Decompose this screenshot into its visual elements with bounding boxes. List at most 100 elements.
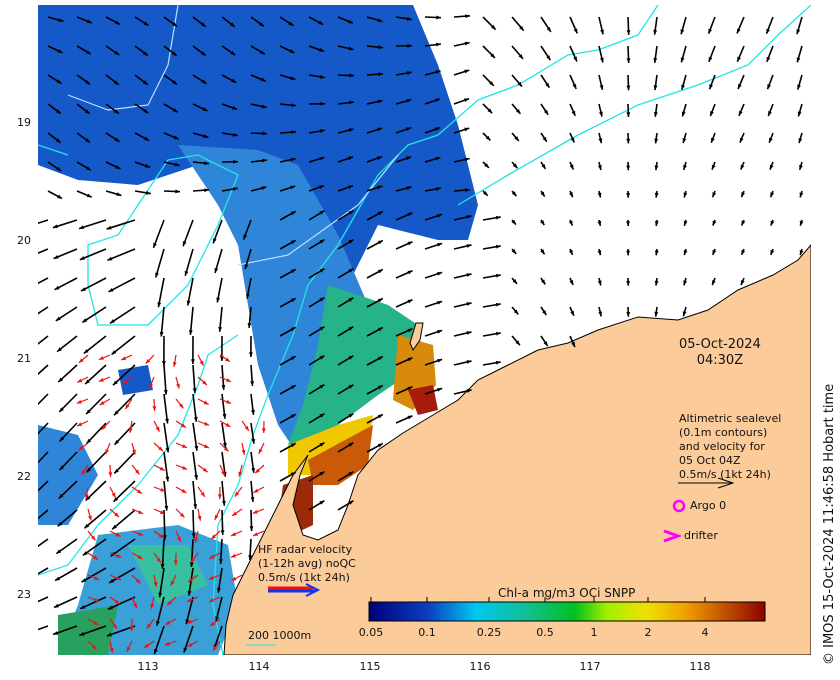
velocity-arrow: [145, 354, 155, 365]
velocity-arrow: [337, 297, 354, 308]
velocity-arrow: [653, 16, 658, 35]
velocity-arrow: [153, 420, 161, 432]
velocity-arrow: [424, 300, 443, 308]
velocity-arrow: [192, 393, 198, 422]
velocity-arrow: [738, 103, 745, 117]
velocity-arrow: [597, 161, 602, 171]
velocity-arrow: [105, 190, 122, 197]
map-canvas[interactable]: [38, 5, 811, 655]
velocity-arrow: [453, 389, 472, 395]
velocity-arrow: [366, 355, 384, 366]
velocity-arrow: [173, 552, 178, 566]
velocity-arrow: [87, 508, 92, 521]
velocity-arrow: [654, 161, 659, 171]
velocity-arrow: [219, 442, 229, 452]
velocity-arrow: [337, 184, 354, 192]
velocity-arrow: [58, 451, 78, 471]
velocity-arrow: [175, 486, 187, 494]
velocity-arrow: [482, 132, 491, 141]
velocity-arrow: [76, 16, 93, 24]
velocity-arrow: [57, 509, 78, 527]
velocity-arrow: [395, 98, 412, 105]
velocity-arrow: [511, 16, 525, 32]
velocity-arrow: [626, 248, 631, 256]
velocity-arrow: [219, 376, 232, 383]
chlorophyll-layer: [38, 5, 478, 655]
velocity-arrow: [234, 486, 243, 497]
velocity-arrow: [366, 155, 383, 163]
colorbar: [368, 601, 766, 622]
velocity-arrow: [163, 16, 178, 27]
velocity-arrow: [395, 43, 413, 48]
velocity-arrow: [77, 376, 89, 383]
velocity-arrow: [186, 277, 194, 306]
velocity-arrow: [192, 45, 207, 57]
velocity-arrow: [279, 210, 297, 221]
velocity-arrow: [47, 74, 62, 85]
velocity-arrow: [87, 574, 100, 581]
velocity-arrow: [175, 398, 184, 409]
velocity-arrow: [187, 567, 194, 596]
velocity-arrow: [221, 74, 237, 84]
velocity-arrow: [250, 393, 255, 415]
velocity-arrow: [424, 271, 443, 279]
velocity-arrow: [598, 74, 604, 91]
velocity-arrow: [212, 640, 221, 652]
velocity-arrow: [395, 186, 412, 192]
velocity-arrow: [511, 103, 522, 115]
velocity-arrow: [108, 464, 113, 478]
velocity-arrow: [424, 213, 443, 221]
velocity-arrow: [337, 210, 354, 221]
lon-tick: 114: [248, 660, 270, 673]
velocity-arrow: [626, 132, 631, 144]
velocity-arrow: [740, 190, 745, 198]
velocity-arrow: [221, 159, 239, 164]
velocity-arrow: [279, 16, 294, 27]
lat-tick: 22: [17, 470, 31, 483]
velocity-arrow: [143, 640, 155, 649]
velocity-arrow: [308, 74, 325, 79]
velocity-arrow: [626, 190, 631, 198]
velocity-arrow: [76, 132, 91, 144]
velocity-arrow: [337, 326, 354, 337]
velocity-arrow: [129, 618, 134, 632]
velocity-arrow: [131, 486, 143, 495]
contour-light: [237, 154, 399, 266]
velocity-arrow: [708, 74, 716, 90]
velocity-arrow: [87, 618, 99, 626]
velocity-arrow: [85, 451, 107, 473]
velocity-arrow: [540, 277, 546, 285]
velocity-arrow: [53, 248, 78, 260]
velocity-arrow: [626, 277, 631, 286]
velocity-arrow: [163, 422, 170, 453]
velocity-arrow: [597, 248, 602, 256]
velocity-arrow: [626, 74, 631, 91]
lon-tick: 117: [579, 660, 601, 673]
velocity-arrow: [395, 415, 413, 424]
velocity-arrow: [308, 101, 326, 106]
velocity-arrow: [681, 74, 687, 90]
velocity-arrow: [482, 161, 490, 169]
velocity-arrow: [252, 530, 265, 537]
velocity-arrow: [511, 335, 521, 346]
velocity-arrow: [308, 45, 325, 53]
velocity-arrow: [105, 16, 121, 26]
velocity-arrow: [221, 480, 226, 506]
velocity-arrow: [680, 45, 687, 63]
velocity-arrow: [482, 190, 489, 197]
velocity-arrow: [308, 412, 325, 424]
velocity-arrow: [598, 306, 603, 317]
velocity-arrow: [683, 248, 688, 256]
velocity-arrow: [682, 132, 687, 144]
velocity-arrow: [197, 464, 209, 473]
velocity-arrow: [109, 530, 121, 538]
velocity-arrow: [250, 364, 255, 386]
velocity-arrow: [511, 219, 517, 226]
velocity-arrow: [163, 480, 169, 511]
velocity-arrow: [249, 509, 254, 532]
velocity-arrow: [395, 212, 413, 221]
argo-label: Argo 0: [690, 499, 727, 512]
velocity-arrow: [105, 132, 120, 143]
velocity-arrow: [148, 376, 155, 389]
velocity-arrow: [279, 185, 296, 192]
